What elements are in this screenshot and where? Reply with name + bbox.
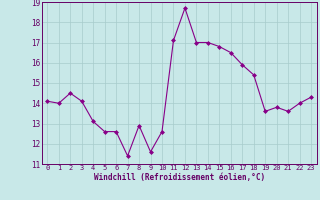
X-axis label: Windchill (Refroidissement éolien,°C): Windchill (Refroidissement éolien,°C): [94, 173, 265, 182]
